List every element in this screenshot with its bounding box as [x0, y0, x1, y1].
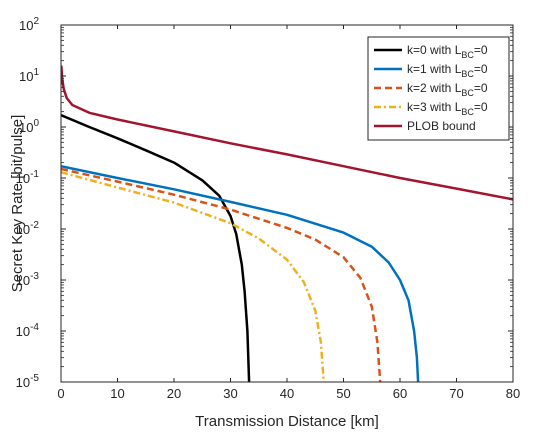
legend: k=0 with LBC=0 k=1 with LBC=0 k=2 with LBC…: [367, 36, 510, 141]
y-tick-label: 10-5: [16, 373, 40, 390]
y-tick-label: 100: [19, 118, 39, 135]
x-tick-label: 60: [393, 386, 407, 401]
legend-label-1: k=1 with LBC=0: [407, 62, 488, 79]
legend-label-4: PLOB bound: [407, 119, 476, 133]
y-axis-label: Secret Key Rate [bit/pulse]: [9, 115, 26, 293]
x-tick-label: 70: [449, 386, 463, 401]
x-tick-label: 20: [167, 386, 181, 401]
y-tick-label: 10-3: [16, 271, 40, 288]
x-tick-label: 80: [506, 386, 520, 401]
x-tick-label: 50: [336, 386, 350, 401]
series-line-2: [61, 167, 382, 382]
series-line-4: [61, 65, 513, 201]
legend-label-3: k=3 with LBC=0: [407, 100, 488, 117]
y-tick-label: 102: [19, 16, 39, 33]
legend-label-0: k=0 with LBC=0: [407, 43, 488, 60]
x-axis-label: Transmission Distance [km]: [195, 413, 379, 430]
x-tick-label: 30: [223, 386, 237, 401]
y-tick-label: 10-1: [16, 169, 40, 186]
series-layer: [61, 65, 513, 382]
y-tick-label: 10-2: [16, 220, 40, 237]
x-tick-label: 10: [110, 386, 124, 401]
series-line-1: [61, 164, 420, 382]
tick-layer: 0 10 20 30 40 50 60 70 80 10-5 10-4 10-3 10-2 10-1 100…: [16, 16, 521, 401]
y-tick-label: 101: [19, 67, 39, 84]
x-tick-label: 0: [57, 386, 64, 401]
series-line-3: [61, 170, 325, 382]
legend-label-2: k=2 with LBC=0: [407, 81, 488, 98]
y-tick-label: 10-4: [16, 322, 40, 339]
series-line-0: [61, 114, 251, 382]
x-tick-label: 40: [280, 386, 294, 401]
